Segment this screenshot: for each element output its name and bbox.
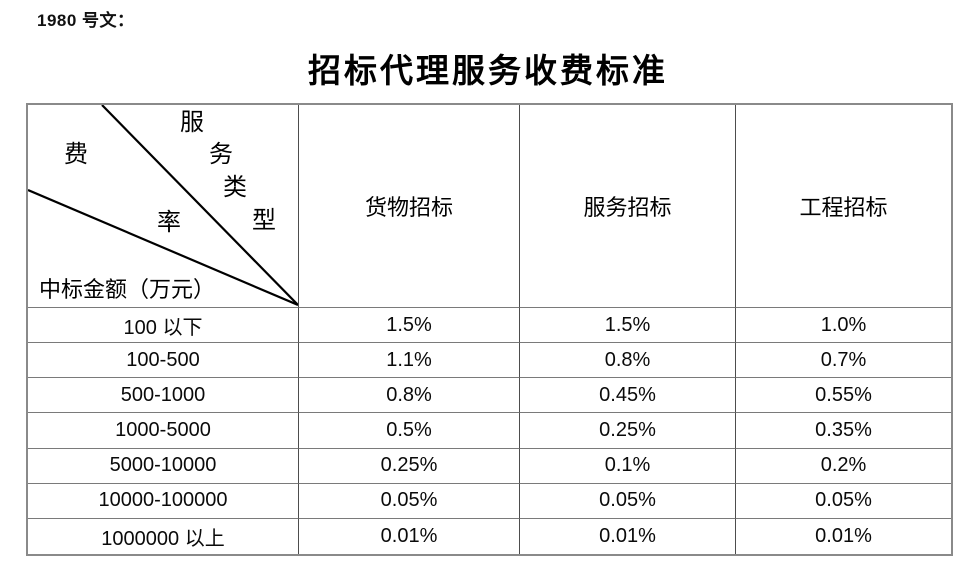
diagonal-lines bbox=[28, 105, 298, 307]
type-label-char: 务 bbox=[209, 142, 233, 168]
diagonal-header-cell: 服 务 类 型 费 率 中标金额（万元） bbox=[28, 105, 299, 308]
rate-cell: 0.25% bbox=[299, 448, 520, 484]
col-header-goods: 货物招标 bbox=[299, 105, 520, 308]
rate-cell: 0.45% bbox=[520, 378, 736, 414]
rate-cell: 0.8% bbox=[520, 343, 736, 379]
type-label-char: 类 bbox=[223, 175, 247, 201]
rate-cell: 0.2% bbox=[736, 449, 951, 484]
rate-cell: 0.05% bbox=[299, 483, 520, 519]
amount-axis-label: 中标金额（万元） bbox=[39, 277, 216, 302]
type-label-char: 型 bbox=[252, 208, 276, 234]
rate-cell: 0.55% bbox=[736, 378, 951, 414]
rate-cell: 0.7% bbox=[736, 343, 951, 379]
rate-cell: 1.1% bbox=[299, 343, 520, 379]
rate-cell: 0.5% bbox=[299, 413, 520, 449]
rate-cell: 0.35% bbox=[736, 413, 951, 449]
rate-label-char: 费 bbox=[64, 142, 88, 168]
amount-cell: 100 以下 bbox=[28, 308, 299, 344]
amount-cell: 100-500 bbox=[28, 343, 299, 379]
rate-cell: 0.01% bbox=[815, 524, 872, 547]
doc-ref-label: 1980 号文： bbox=[37, 11, 135, 30]
type-label-char: 服 bbox=[180, 110, 204, 136]
fee-table: 服 务 类 型 费 率 中标金额（万元） 货物招标 服务招标 工程招标 100 … bbox=[26, 103, 953, 556]
amount-cell: 1000-5000 bbox=[28, 413, 299, 449]
page-title: 招标代理服务收费标准 bbox=[308, 54, 668, 90]
amount-cell: 500-1000 bbox=[28, 378, 299, 414]
rate-cell: 0.1% bbox=[520, 448, 736, 484]
rate-cell: 0.05% bbox=[736, 484, 951, 519]
rate-cell: 1.5% bbox=[520, 308, 736, 344]
rate-cell: 0.8% bbox=[299, 378, 520, 414]
amount-cell: 5000-10000 bbox=[28, 448, 299, 484]
rate-cell: 0.05% bbox=[520, 483, 736, 519]
col-header-services: 服务招标 bbox=[520, 105, 736, 308]
rate-cell: 1.5% bbox=[299, 308, 520, 344]
rate-label-char: 率 bbox=[157, 210, 181, 236]
amount-cell: 1000000 以上 bbox=[28, 518, 299, 554]
col-header-works: 工程招标 bbox=[736, 105, 951, 308]
rate-cell: 0.01% bbox=[520, 518, 736, 554]
amount-cell: 10000-100000 bbox=[28, 483, 299, 519]
rate-cell: 1.0% bbox=[736, 308, 951, 344]
rate-cell: 0.01% bbox=[299, 518, 520, 554]
rate-cell: 0.25% bbox=[520, 413, 736, 449]
